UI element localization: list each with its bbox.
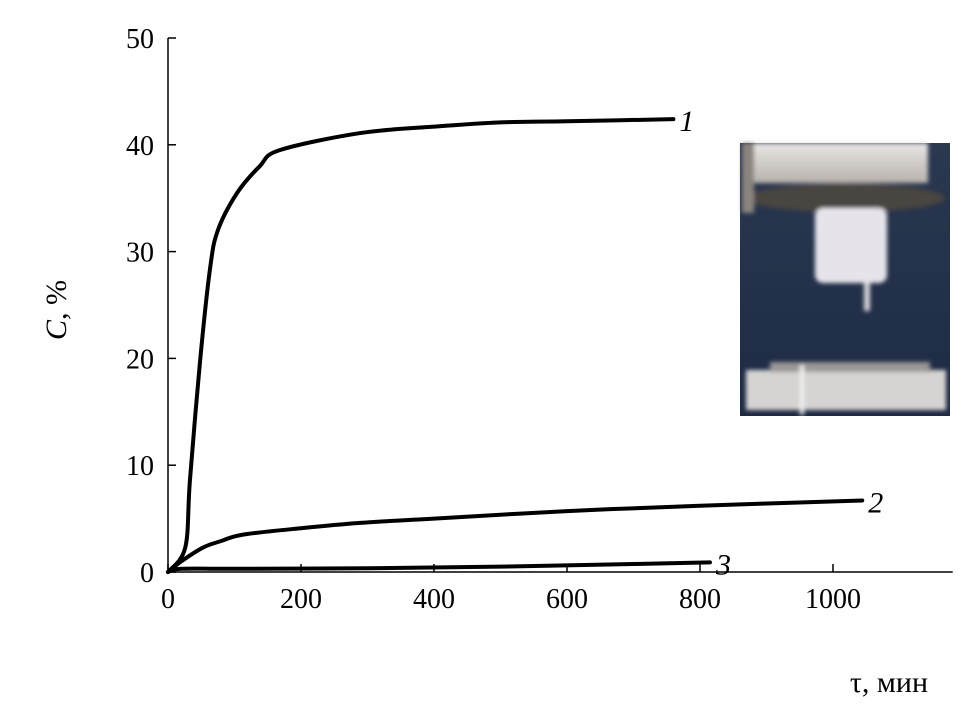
series-line-3 [166,560,712,574]
y-tick-label: 50 [126,24,154,55]
x-tick-label: 600 [546,584,588,615]
series-label-2: 2 [868,486,883,519]
series-layer: 1 2 3 [166,105,883,581]
x-tick-label: 800 [679,584,721,615]
series-line-1 [166,117,676,574]
series-label-1: 1 [679,105,694,138]
inset-photo [740,143,950,416]
x-tick-label: 200 [280,584,322,615]
y-tick-label: 20 [126,344,154,375]
series-line-2 [166,498,865,574]
x-tick-label: 400 [413,584,455,615]
y-axis-label-unit: , % [40,280,73,320]
y-tick-label: 30 [126,238,154,269]
y-tick-label: 0 [140,558,154,589]
y-axis-label-variable: C [40,319,73,340]
y-axis-label: C, % [40,280,73,340]
x-tick-label: 1000 [805,584,861,615]
axes: 0 200 400 600 800 1000 0 10 20 30 40 50 τ, мин C, % [40,24,953,699]
series-label-3: 3 [715,548,731,581]
y-tick-label: 10 [126,451,154,482]
x-tick-label: 0 [161,584,175,615]
y-tick-label: 40 [126,131,154,162]
x-axis-label: τ, мин [850,666,928,699]
